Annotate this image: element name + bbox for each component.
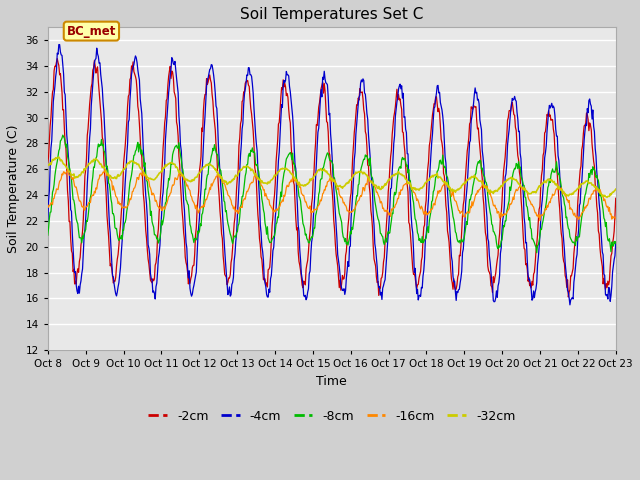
Y-axis label: Soil Temperature (C): Soil Temperature (C): [7, 124, 20, 253]
Legend: -2cm, -4cm, -8cm, -16cm, -32cm: -2cm, -4cm, -8cm, -16cm, -32cm: [143, 405, 520, 428]
Title: Soil Temperatures Set C: Soil Temperatures Set C: [240, 7, 424, 22]
X-axis label: Time: Time: [316, 374, 347, 387]
Text: BC_met: BC_met: [67, 24, 116, 37]
